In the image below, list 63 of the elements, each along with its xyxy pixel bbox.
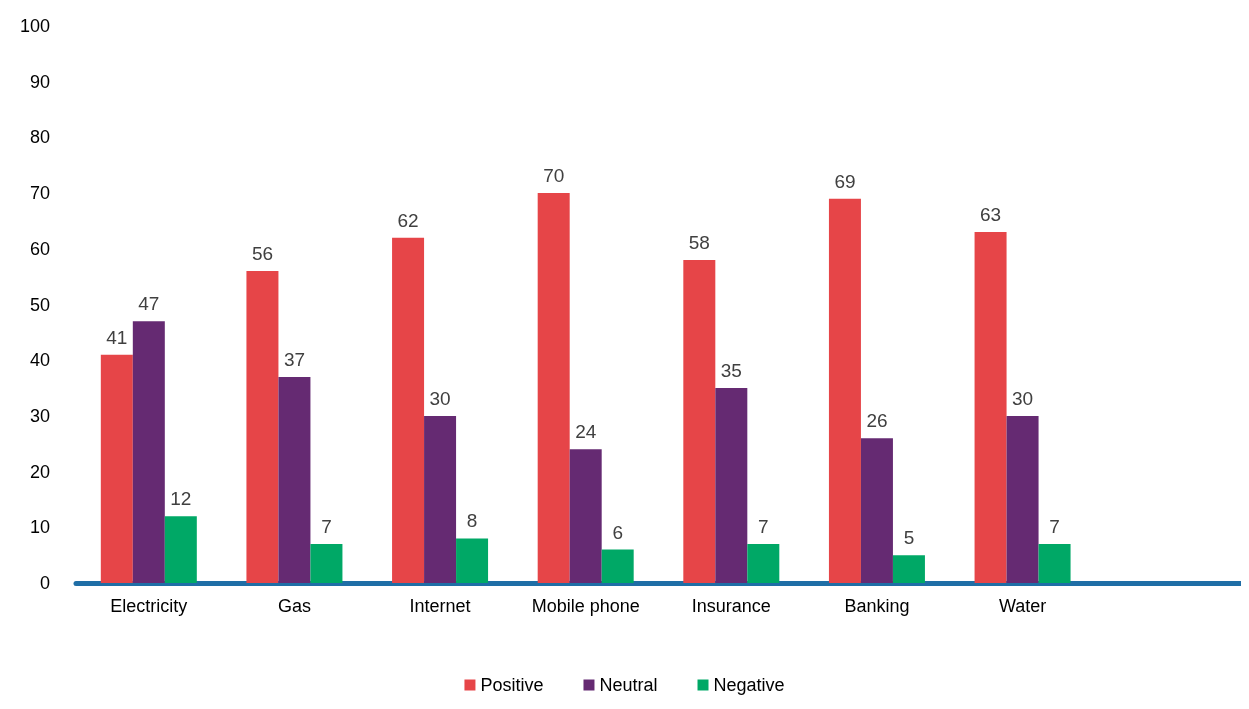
bar <box>715 388 748 583</box>
bar <box>1006 415 1039 583</box>
y-tick-label: 20 <box>29 461 50 482</box>
legend-label: Negative <box>713 675 785 695</box>
y-tick-label: 60 <box>29 238 50 259</box>
bar <box>424 415 457 583</box>
bar <box>892 555 925 583</box>
y-tick-label: 0 <box>39 573 50 593</box>
data-label: 47 <box>138 293 160 315</box>
bar <box>1038 544 1071 583</box>
data-label: 56 <box>251 243 274 265</box>
bar <box>537 193 570 583</box>
y-tick-label: 90 <box>29 71 50 92</box>
bar <box>164 516 197 583</box>
data-label: 63 <box>979 204 1002 226</box>
data-label: 26 <box>866 410 888 432</box>
x-tick-label: Insurance <box>691 596 771 616</box>
y-tick-label: 50 <box>29 294 50 315</box>
bar <box>860 438 893 583</box>
data-label: 62 <box>397 209 419 231</box>
legend-label: Positive <box>480 675 544 695</box>
bar <box>132 321 165 583</box>
data-label: 12 <box>170 488 192 510</box>
data-label: 6 <box>612 521 623 543</box>
bar <box>278 376 311 583</box>
y-tick-label: 100 <box>19 16 50 36</box>
x-tick-label: Mobile phone <box>531 596 640 616</box>
data-label: 8 <box>466 510 478 532</box>
data-label: 41 <box>106 326 128 348</box>
data-label: 7 <box>758 516 769 538</box>
data-label: 37 <box>283 348 306 370</box>
y-tick-label: 80 <box>29 127 50 148</box>
bar <box>100 354 133 583</box>
data-label: 58 <box>688 231 710 253</box>
x-tick-label: Gas <box>277 596 311 616</box>
bar <box>246 271 279 583</box>
x-tick-label: Electricity <box>110 596 188 616</box>
y-tick-label: 70 <box>29 183 50 204</box>
bar <box>569 449 602 583</box>
x-tick-label: Internet <box>409 596 471 616</box>
y-tick-label: 30 <box>29 405 50 426</box>
bar <box>828 198 861 583</box>
legend-label: Neutral <box>599 675 658 695</box>
data-label: 7 <box>321 516 332 538</box>
data-label: 7 <box>1049 516 1060 538</box>
y-tick-label: 40 <box>29 350 50 371</box>
data-label: 30 <box>429 387 451 409</box>
data-label: 70 <box>543 165 565 187</box>
data-label: 35 <box>720 360 742 382</box>
x-tick-label: Water <box>998 596 1047 616</box>
bar <box>392 237 425 583</box>
data-label: 24 <box>575 421 597 443</box>
x-tick-label: Banking <box>844 596 910 616</box>
data-label: 30 <box>1011 387 1034 409</box>
bar <box>310 544 343 583</box>
data-label: 5 <box>903 527 915 549</box>
bar <box>974 232 1007 583</box>
bar <box>456 538 489 583</box>
bar <box>683 259 716 583</box>
data-label: 69 <box>834 170 856 192</box>
y-tick-label: 10 <box>29 517 50 538</box>
bar <box>747 544 780 583</box>
bar <box>601 549 634 583</box>
